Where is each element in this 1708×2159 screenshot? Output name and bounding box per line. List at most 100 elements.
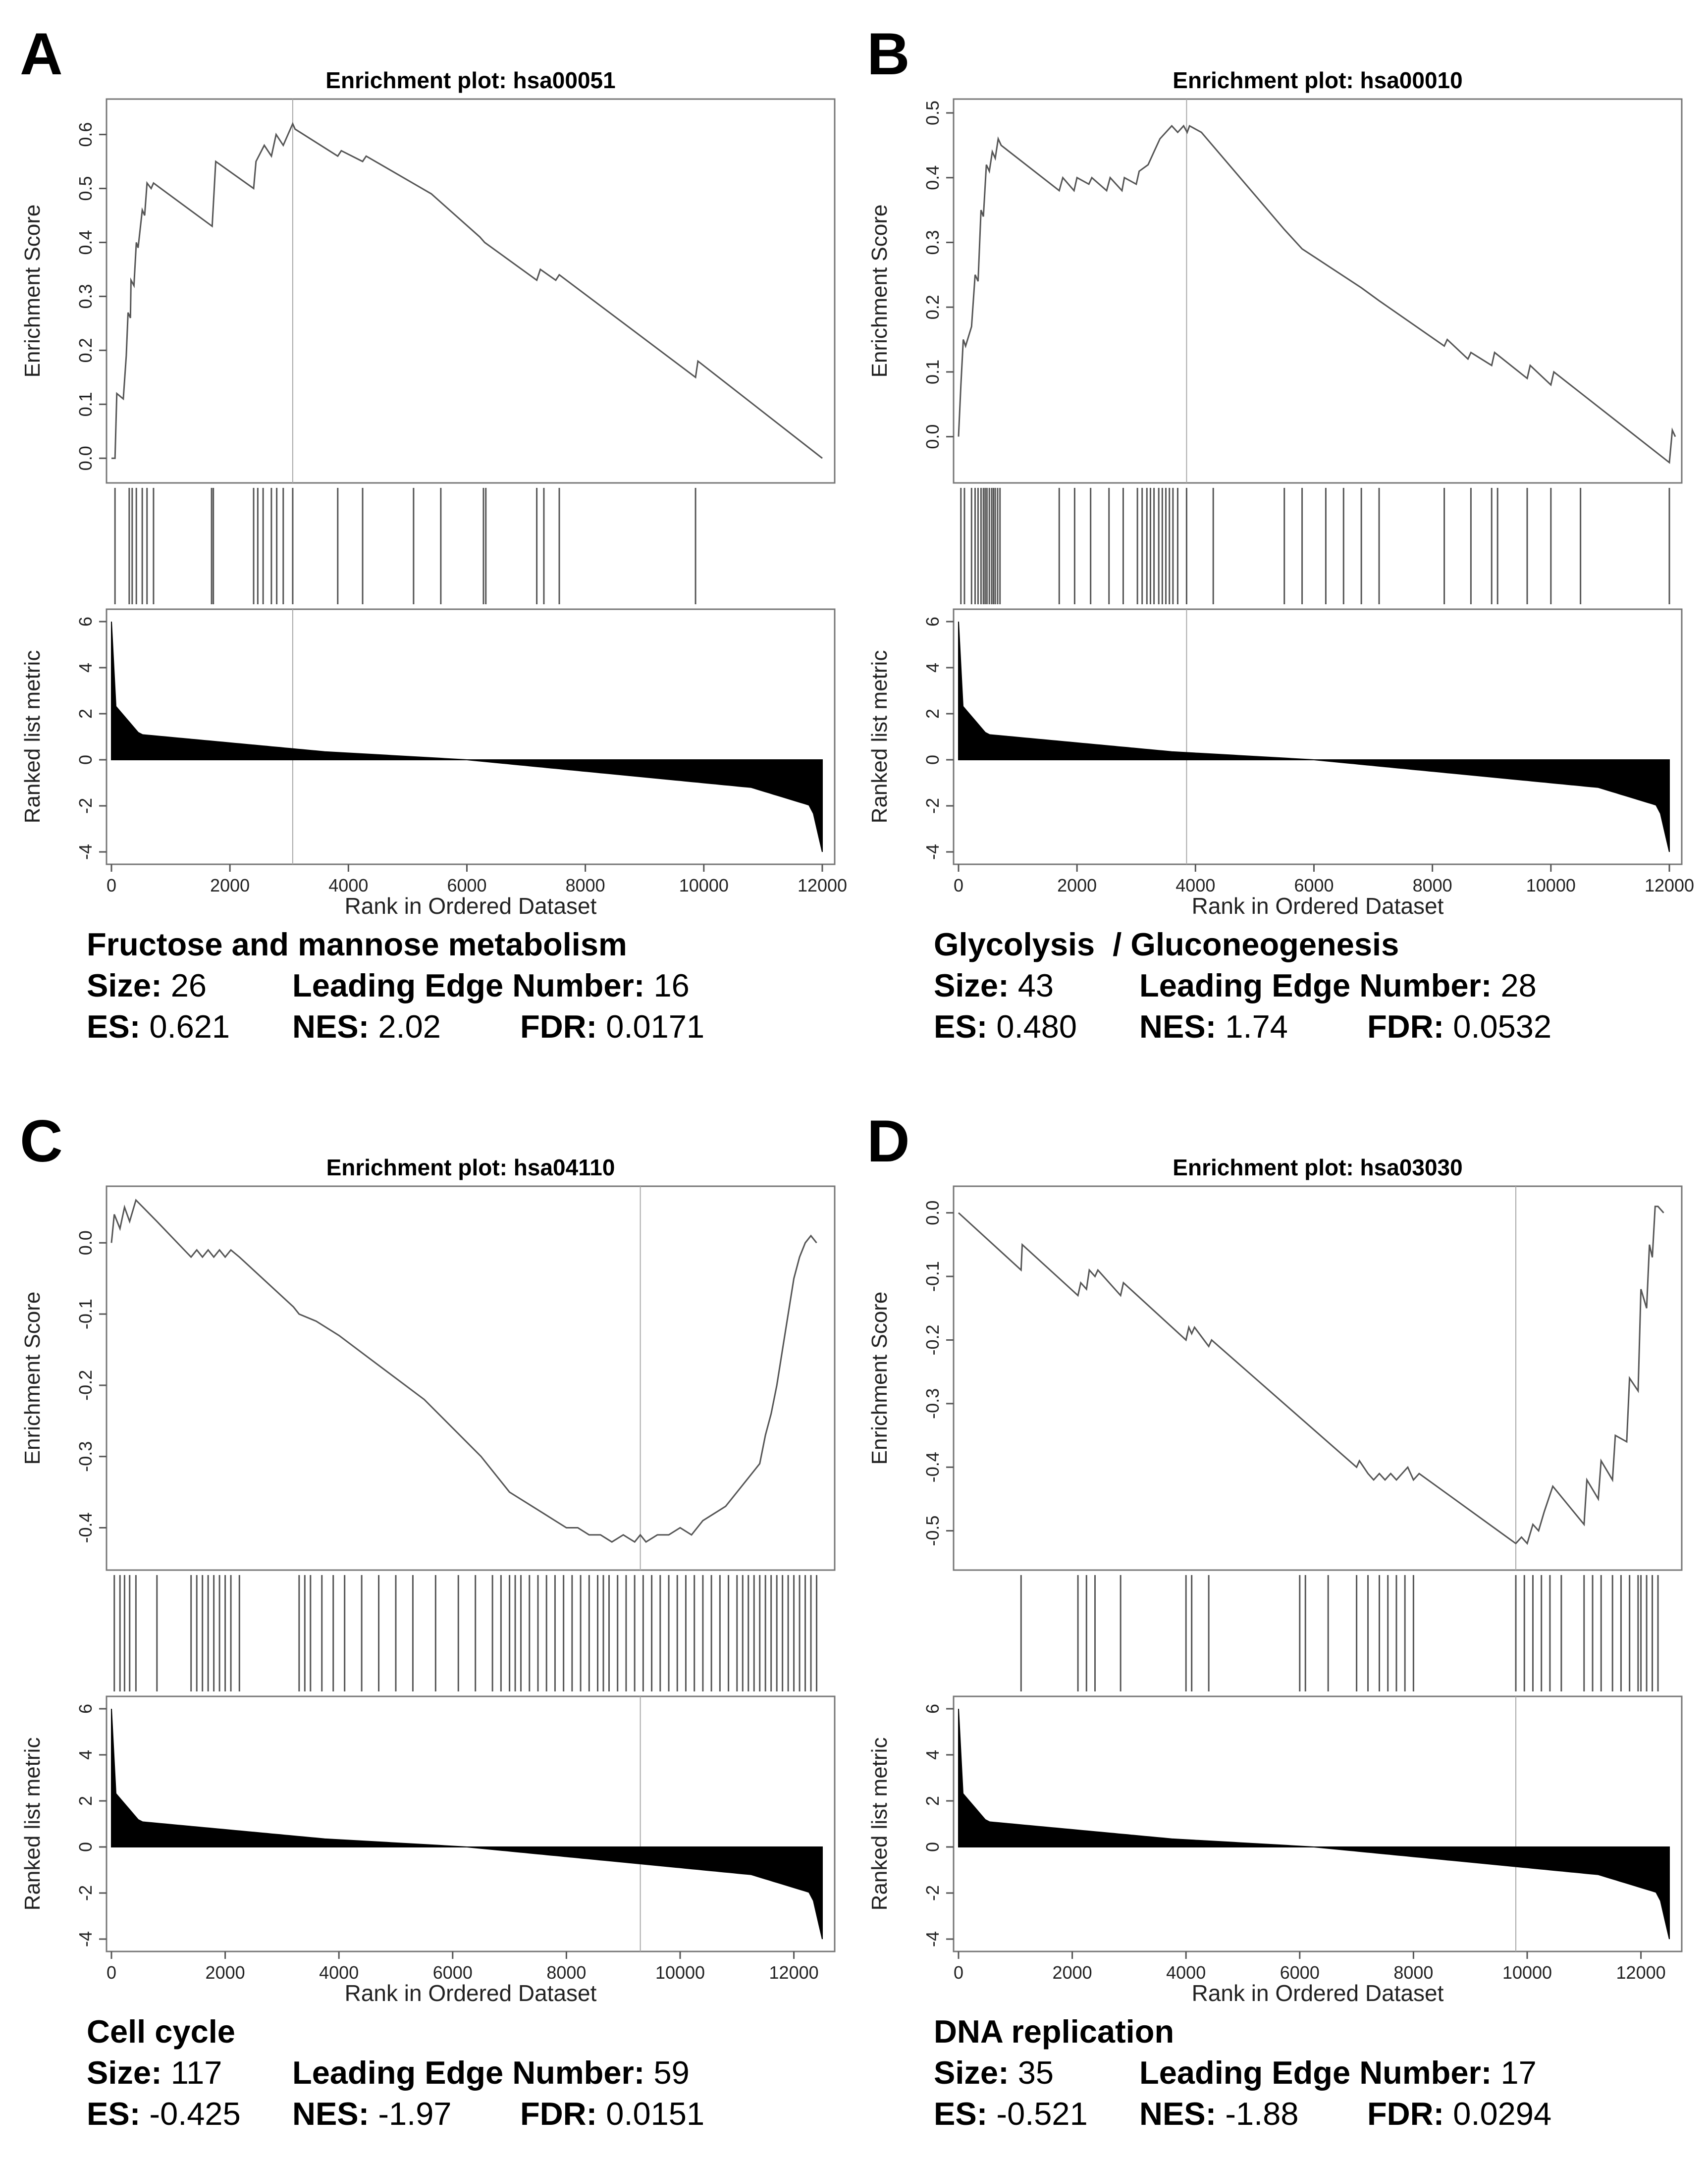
es-ylabel: Enrichment Score bbox=[20, 205, 45, 378]
xlabel: Rank in Ordered Dataset bbox=[345, 1980, 597, 2006]
es-cell: ES: -0.425 bbox=[87, 2093, 292, 2134]
metric-plot-frame bbox=[106, 1695, 836, 1952]
xtick-label: 12000 bbox=[769, 1962, 819, 1983]
panel-letter: C bbox=[20, 1108, 63, 1174]
nes-value: 2.02 bbox=[378, 1008, 441, 1045]
metric-ytick-label: 6 bbox=[922, 617, 943, 627]
leading-edge-cell: Leading Edge Number: 16 bbox=[292, 965, 690, 1006]
stats-row: ES: -0.521 NES: -1.88 FDR: 0.0294 bbox=[934, 2093, 1551, 2134]
ranked-metric-area bbox=[958, 621, 1670, 852]
xtick-label: 0 bbox=[954, 1962, 963, 1983]
size-label: Size: bbox=[87, 2054, 162, 2091]
metric-ytick-label: 4 bbox=[75, 1750, 96, 1760]
es-cell: ES: -0.521 bbox=[934, 2093, 1139, 2134]
metric-ytick-label: -2 bbox=[922, 1885, 943, 1901]
metric-ytick-label: -4 bbox=[75, 844, 96, 860]
xtick-label: 10000 bbox=[1502, 1962, 1552, 1983]
es-ytick-label: 0.3 bbox=[75, 284, 96, 309]
ranked-metric-area bbox=[111, 621, 823, 852]
pathway-name: Cell cycle bbox=[87, 2013, 235, 2050]
pathway-name: Glycolysis / Gluconeogenesis bbox=[934, 926, 1399, 962]
size-cell: Size: 35 bbox=[934, 2052, 1139, 2093]
es-cell: ES: 0.480 bbox=[934, 1006, 1139, 1047]
metric-ylabel: Ranked list metric bbox=[867, 1738, 892, 1911]
es-ytick-label: 0.3 bbox=[922, 230, 943, 255]
leading-edge-label: Leading Edge Number: bbox=[1139, 2054, 1492, 2091]
es-plot-frame bbox=[106, 98, 836, 484]
es-cell: ES: 0.621 bbox=[87, 1006, 292, 1047]
size-cell: Size: 117 bbox=[87, 2052, 292, 2093]
leading-edge-value: 59 bbox=[653, 2054, 690, 2091]
es-label: ES: bbox=[934, 2096, 988, 2132]
panel-b: B Enrichment plot: hsa00010 0.0 0.1 0.2 0.3 0… bbox=[847, 0, 1701, 1072]
fdr-value: 0.0532 bbox=[1453, 1008, 1552, 1045]
panel-letter: D bbox=[867, 1108, 910, 1174]
metric-ylabel: Ranked list metric bbox=[20, 1738, 45, 1911]
leading-edge-value: 17 bbox=[1500, 2054, 1537, 2091]
es-ytick-label: -0.2 bbox=[922, 1324, 943, 1355]
pathway-info: Fructose and mannose metabolism Size: 26… bbox=[87, 924, 704, 1047]
metric-ytick-label: 6 bbox=[922, 1704, 943, 1714]
pathway-info: Cell cycle Size: 117 Leading Edge Number:… bbox=[87, 2011, 704, 2134]
fdr-value: 0.0171 bbox=[606, 1008, 705, 1045]
enrichment-chart: Enrichment plot: hsa04110 0.0 -0.1 -0.2 -0.3… bbox=[20, 1155, 836, 2006]
nes-value: 1.74 bbox=[1225, 1008, 1288, 1045]
es-ytick-label: 0.0 bbox=[75, 446, 96, 471]
chart-title: Enrichment plot: hsa03030 bbox=[1173, 1155, 1462, 1180]
xtick-label: 6000 bbox=[447, 875, 486, 895]
nes-label: NES: bbox=[1139, 2096, 1217, 2132]
nes-cell: NES: 1.74 bbox=[1139, 1006, 1367, 1047]
es-value: 0.621 bbox=[149, 1008, 230, 1045]
fdr-label: FDR: bbox=[1367, 2096, 1444, 2132]
es-ytick-label: -0.1 bbox=[75, 1299, 96, 1329]
metric-ylabel: Ranked list metric bbox=[867, 650, 892, 824]
size-value: 43 bbox=[1017, 967, 1054, 1003]
es-ytick-label: 0.0 bbox=[75, 1230, 96, 1255]
xtick-label: 0 bbox=[954, 875, 963, 895]
es-ytick-label: 0.2 bbox=[75, 338, 96, 363]
es-ytick-label: 0.0 bbox=[922, 424, 943, 449]
es-ytick-label: -0.3 bbox=[75, 1441, 96, 1472]
ranked-metric-area bbox=[111, 1708, 823, 1940]
fdr-value: 0.0294 bbox=[1453, 2096, 1552, 2132]
xtick-label: 6000 bbox=[433, 1962, 473, 1983]
metric-ytick-label: 6 bbox=[75, 1704, 96, 1714]
es-value: -0.521 bbox=[996, 2096, 1088, 2132]
metric-ytick-label: 0 bbox=[75, 755, 96, 765]
es-curve bbox=[958, 124, 1676, 464]
stats-row: ES: 0.480 NES: 1.74 FDR: 0.0532 bbox=[934, 1006, 1551, 1047]
metric-ylabel: Ranked list metric bbox=[20, 650, 45, 824]
metric-ytick-label: 4 bbox=[75, 663, 96, 673]
es-plot-frame bbox=[953, 98, 1683, 484]
leading-edge-label: Leading Edge Number: bbox=[292, 2054, 645, 2091]
metric-ytick-label: 0 bbox=[922, 1842, 943, 1852]
es-ytick-label: 0.0 bbox=[922, 1201, 943, 1225]
leading-edge-cell: Leading Edge Number: 59 bbox=[292, 2052, 690, 2093]
xtick-label: 0 bbox=[107, 875, 116, 895]
xtick-label: 12000 bbox=[1645, 875, 1694, 895]
size-cell: Size: 43 bbox=[934, 965, 1139, 1006]
metric-ytick-label: -4 bbox=[75, 1931, 96, 1947]
fdr-label: FDR: bbox=[520, 2096, 597, 2132]
es-curve bbox=[958, 1206, 1664, 1545]
metric-ytick-label: 2 bbox=[75, 1796, 96, 1806]
nes-cell: NES: 2.02 bbox=[292, 1006, 520, 1047]
metric-plot-frame bbox=[953, 1695, 1683, 1952]
es-ytick-label: 0.1 bbox=[75, 392, 96, 417]
es-curve bbox=[110, 1199, 817, 1543]
es-ytick-label: -0.4 bbox=[922, 1452, 943, 1482]
es-ytick-label: 0.5 bbox=[922, 101, 943, 125]
nes-label: NES: bbox=[292, 2096, 370, 2132]
xtick-label: 12000 bbox=[798, 875, 847, 895]
enrichment-chart: Enrichment plot: hsa00051 0.0 0.1 0.2 0.3 0.4… bbox=[20, 67, 847, 919]
es-ytick-label: -0.4 bbox=[75, 1512, 96, 1543]
nes-value: -1.97 bbox=[378, 2096, 452, 2132]
size-cell: Size: 26 bbox=[87, 965, 292, 1006]
leading-edge-label: Leading Edge Number: bbox=[1139, 967, 1492, 1003]
size-value: 35 bbox=[1017, 2054, 1054, 2091]
metric-ytick-label: -2 bbox=[75, 798, 96, 814]
metric-ytick-label: 2 bbox=[922, 709, 943, 719]
xtick-label: 8000 bbox=[546, 1962, 586, 1983]
stats-row: ES: 0.621 NES: 2.02 FDR: 0.0171 bbox=[87, 1006, 704, 1047]
es-ytick-label: 0.4 bbox=[922, 165, 943, 190]
